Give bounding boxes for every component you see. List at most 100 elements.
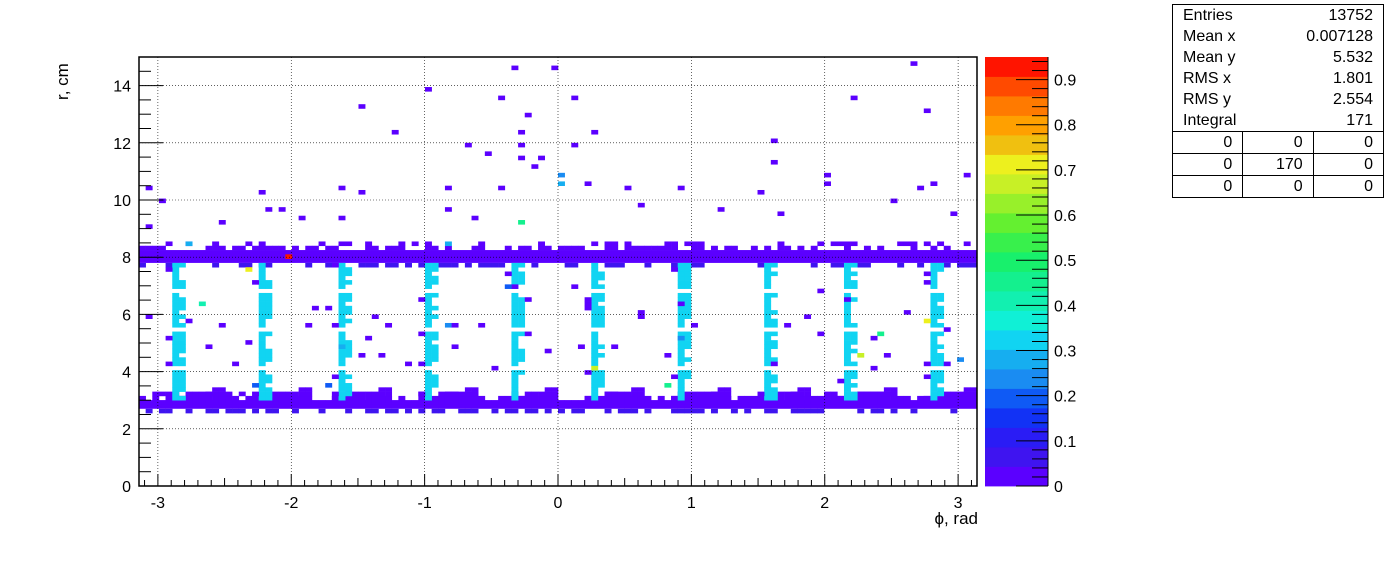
grid-lines <box>139 57 977 486</box>
data-point <box>405 361 412 367</box>
column-cell <box>338 387 346 392</box>
column-cell <box>770 262 778 268</box>
data-point <box>511 284 519 289</box>
ring-step-cell <box>291 395 299 401</box>
palette-swatch <box>985 408 1048 428</box>
ring-edge-cell <box>724 245 732 251</box>
data-point <box>218 322 226 328</box>
stats-label: RMS y <box>1183 91 1231 108</box>
ring-step-cell <box>464 387 472 392</box>
y-tick-label: 12 <box>113 136 131 153</box>
ring-edge-cell <box>843 241 851 247</box>
column-cell <box>424 378 432 384</box>
column-cell <box>677 344 685 350</box>
ring-step-cell <box>571 400 579 405</box>
ring-step-cell <box>345 400 353 405</box>
ring-step-cell <box>710 395 718 401</box>
column-cell <box>930 395 938 401</box>
column-cell <box>930 267 938 272</box>
ring-step-cell <box>903 400 911 405</box>
column-cell <box>511 322 519 328</box>
column-cell <box>331 374 339 380</box>
ring-step-cell <box>471 391 479 397</box>
ring-edge-cell <box>837 262 845 268</box>
ring-step-cell <box>252 395 260 401</box>
ring-step-cell <box>797 387 805 392</box>
ring-edge-cell <box>385 408 393 414</box>
ring-step-cell <box>531 391 539 397</box>
column-cell <box>770 395 778 401</box>
stats-row: RMS y 2.554 <box>1173 89 1383 110</box>
column-cell <box>431 292 439 298</box>
ring-edge-cell <box>577 245 585 251</box>
column-cell <box>178 370 186 375</box>
column-cell <box>937 357 945 362</box>
ring-step-cell <box>232 400 240 405</box>
palette-swatch <box>985 76 1048 97</box>
column-cell <box>424 284 432 289</box>
column-cell <box>338 348 346 354</box>
ring-edge-cell <box>830 262 838 268</box>
column-cell <box>518 310 526 315</box>
column-cell <box>850 370 858 375</box>
column-cell <box>597 344 605 350</box>
ring-step-cell <box>192 400 200 405</box>
column-cell <box>591 383 599 388</box>
ring-edge-cell <box>804 408 812 414</box>
ring-step-cell <box>371 391 379 397</box>
column-cell <box>591 374 599 380</box>
column-cell <box>511 344 519 350</box>
ring-step-cell <box>591 400 599 405</box>
ring-step-cell <box>145 400 153 405</box>
column-cell <box>258 275 266 281</box>
ring-step-cell <box>198 400 206 405</box>
column-cell <box>265 395 273 401</box>
column-cell <box>597 314 605 319</box>
column-cell <box>591 348 599 354</box>
column-cell <box>764 322 772 328</box>
column-cell <box>843 357 851 362</box>
ring-edge-cell <box>365 245 373 251</box>
column-cell <box>331 322 339 328</box>
column-cell <box>937 370 945 375</box>
data-point <box>145 185 153 191</box>
ring-edge-cell <box>671 408 679 414</box>
column-cell <box>770 310 778 315</box>
column-cell <box>424 275 432 281</box>
column-cell <box>265 305 273 311</box>
column-cell <box>424 387 432 392</box>
ring-edge-cell <box>558 245 565 251</box>
ring-edge-cell <box>145 245 153 251</box>
column-cell <box>511 310 519 315</box>
column-cell <box>338 370 346 375</box>
column-cell <box>338 391 346 397</box>
column-cell <box>764 271 772 277</box>
ring-edge-cell <box>604 241 612 247</box>
column-cell <box>843 314 851 319</box>
ring-edge-cell <box>185 408 193 414</box>
column-cell <box>597 374 605 380</box>
ring-edge-cell <box>697 262 705 268</box>
ring-edge-cell <box>757 262 765 268</box>
ring-step-cell <box>544 387 552 392</box>
ring-step-cell <box>883 400 891 405</box>
y-tick-label: 2 <box>122 422 131 439</box>
column-cell <box>677 318 685 324</box>
column-cell <box>597 383 605 388</box>
column-cell <box>252 280 260 285</box>
column-cell <box>677 374 685 380</box>
ring-step-cell <box>464 400 472 405</box>
data-point <box>770 361 778 367</box>
column-cell <box>684 284 692 289</box>
column-cell <box>591 391 599 397</box>
column-cell <box>843 335 851 341</box>
column-cell <box>424 292 432 298</box>
ring-step-cell <box>218 400 226 405</box>
ring-step-cell <box>551 395 559 401</box>
column-cell <box>172 348 180 354</box>
column-cell <box>764 374 772 380</box>
column-cell <box>518 297 526 302</box>
column-cell <box>937 344 945 350</box>
ring-edge-cell <box>371 262 379 268</box>
column-cell <box>843 395 851 401</box>
